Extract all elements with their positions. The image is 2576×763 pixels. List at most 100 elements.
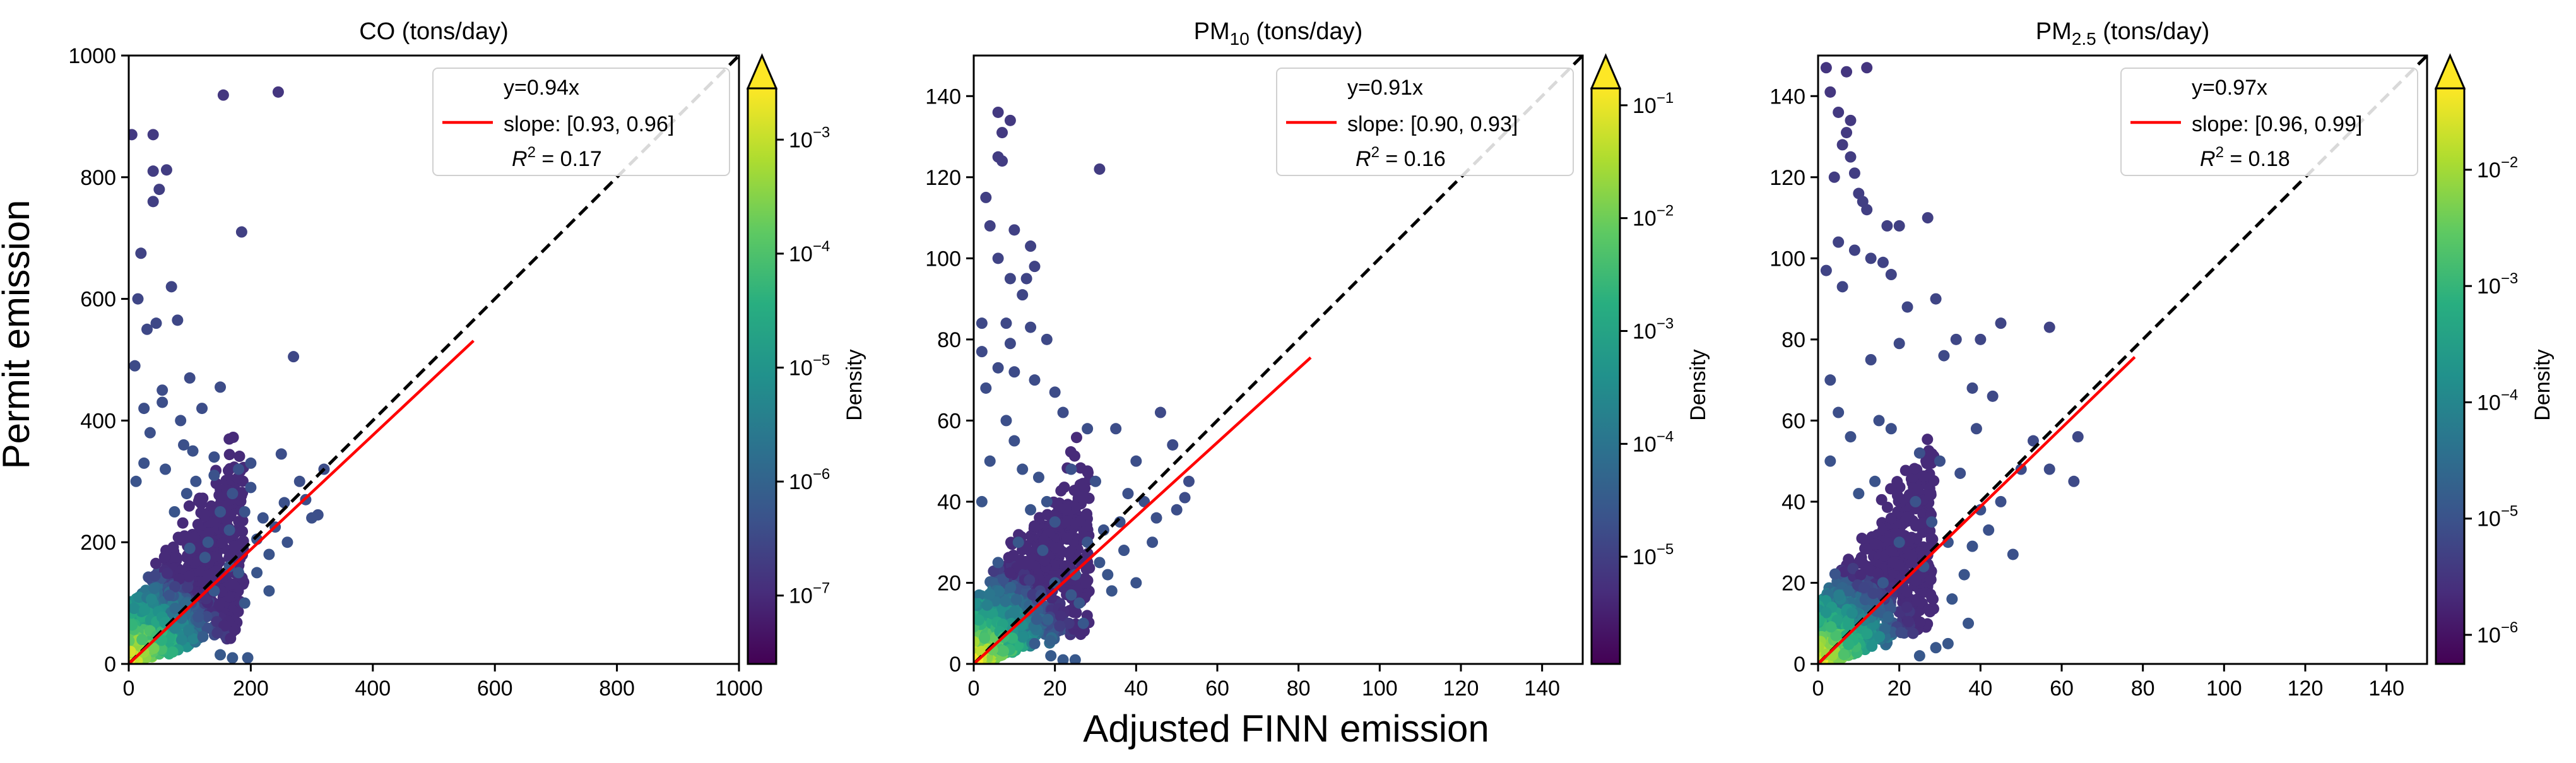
scatter-point [976,317,988,329]
density-point [984,588,996,600]
density-point [1084,562,1096,574]
density-point [224,549,236,561]
density-point [1060,503,1072,515]
density-point [222,464,234,476]
scatter-point [1841,66,1853,78]
scatter-point [996,127,1008,139]
x-tick-label: 100 [2206,677,2242,701]
scatter-point [288,351,300,363]
density-point [979,632,991,644]
scatter-point [1869,475,1881,487]
density-point [237,515,249,527]
scatter-point [1963,617,1975,629]
scatter-point [1183,475,1195,487]
density-point [1866,640,1878,652]
y-tick-label: 20 [937,571,961,595]
density-point [1861,628,1873,640]
scatter-point [1975,504,1987,516]
y-tick-label: 140 [925,85,961,109]
scatter-point [1820,264,1832,276]
density-point [1820,606,1832,618]
density-point [129,646,136,658]
scatter-point [1845,431,1857,443]
x-tick-label: 80 [1287,677,1311,701]
scatter-point [996,155,1008,167]
x-tick-label: 100 [1362,677,1398,701]
density-point [1024,574,1036,586]
y-tick-label: 800 [80,166,116,190]
plot-area [974,56,1583,664]
density-point [187,633,199,645]
density-point [1017,631,1029,643]
scatter-point [1004,114,1016,126]
scatter-point [1147,536,1159,548]
density-point [161,567,173,579]
density-point [1829,568,1841,580]
scatter-point [1885,269,1897,281]
density-point [993,585,1005,597]
density-point [1843,619,1855,631]
scatter-point [184,542,196,554]
density-point [1869,538,1881,550]
scatter-point [1020,273,1032,285]
scatter-point [1995,495,2007,507]
colorbar-tick-label: 10−6 [2477,619,2518,648]
density-point [1846,607,1858,619]
panel-title: CO (tons/day) [359,18,509,45]
density-point [1833,589,1845,601]
density-point [1912,483,1924,495]
scatter-point [1004,273,1016,285]
density-point [1856,533,1868,545]
scatter-point [1012,536,1024,548]
scatter-point [184,372,196,384]
x-tick-label: 120 [2288,677,2324,701]
colorbar-gradient [748,88,776,664]
density-point [192,519,204,531]
x-tick-label: 800 [599,677,635,701]
scatter-point [1032,471,1044,483]
density-point [170,551,182,563]
colorbar-extend-arrow [2434,53,2466,90]
density-point [1063,547,1075,559]
density-point [1077,490,1089,502]
x-axis: 0 20 40 60 80 100 120 140 [1812,664,2404,701]
x-tick-label: 20 [1043,677,1067,701]
scatter-point [1000,317,1012,329]
density-point [1907,627,1919,639]
density-point [183,500,195,512]
scatter-point [1122,488,1134,500]
legend-r2: R2 = 0.18 [2200,144,2290,171]
colorbar-label: Density [1686,349,1710,420]
density-point [1906,549,1918,561]
y-tick-label: 100 [1770,247,1805,271]
x-tick-label: 200 [233,677,269,701]
density-point [1027,589,1039,601]
density-point [148,642,160,654]
density-point [1825,621,1837,633]
density-point [228,540,240,552]
colorbar-tick-label: 10−5 [1633,541,1674,569]
scatter-point [223,524,235,536]
scatter-point [135,247,147,259]
density-point [133,591,145,603]
density-point [192,495,204,507]
panel-title: PM2.5 (tons/day) [2036,18,2209,49]
density-point [1872,567,1884,579]
density-point [1922,434,1934,446]
scatter-point [1025,321,1037,333]
density-point [211,627,223,639]
x-axis: 0 200 400 600 800 1000 [123,664,763,701]
scatter-point [178,439,190,451]
scatter-point [223,560,235,572]
scatter-point [1970,423,1982,435]
colorbar-label: Density [842,349,866,420]
legend-fit-label: y=0.94x [504,76,579,100]
density-point [1005,581,1017,593]
density-core [129,431,250,664]
